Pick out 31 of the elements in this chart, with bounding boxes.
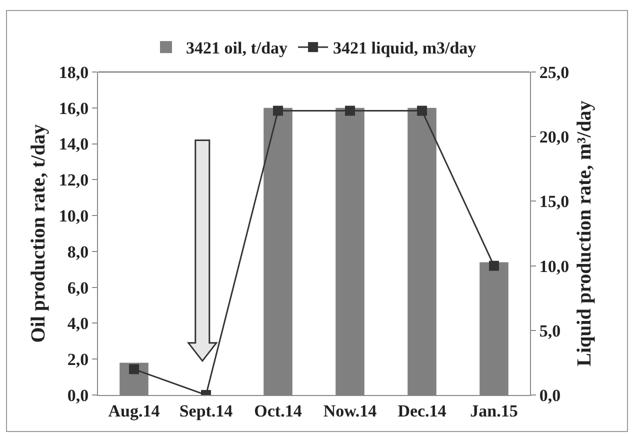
y-tick-label: 14,0 bbox=[58, 134, 89, 154]
point bbox=[345, 106, 355, 116]
y2-tick-label: 0,0 bbox=[539, 386, 561, 405]
point bbox=[417, 106, 427, 116]
y2-tick-label: 5,0 bbox=[539, 321, 561, 340]
y-tick-label: 0,0 bbox=[67, 386, 89, 405]
y-tick-label: 18,0 bbox=[58, 62, 89, 82]
legend-label: 3421 liquid, m3/day bbox=[333, 38, 477, 58]
y2-tick-label: 25,0 bbox=[539, 62, 570, 82]
y-tick-label: 6,0 bbox=[67, 278, 89, 298]
x-tick-label: Aug.14 bbox=[108, 401, 160, 420]
x-tick-label: Sept.14 bbox=[179, 401, 234, 420]
y-tick-label: 10,0 bbox=[58, 206, 89, 226]
point bbox=[489, 260, 499, 271]
y-axis-title: Oil production rate, t/day bbox=[27, 124, 50, 343]
y-tick-label: 12,0 bbox=[58, 170, 89, 190]
legend-label: 3421 oil, t/day bbox=[186, 38, 288, 58]
point bbox=[273, 106, 283, 116]
x-tick-label: Now.14 bbox=[323, 401, 378, 420]
y-tick-label: 4,0 bbox=[67, 314, 89, 334]
y-tick-label: 16,0 bbox=[58, 98, 89, 118]
y-tick-label: 2,0 bbox=[67, 350, 89, 370]
x-tick-label: Oct.14 bbox=[254, 401, 302, 420]
point bbox=[129, 364, 139, 374]
x-tick-label: Dec.14 bbox=[398, 401, 447, 420]
x-tick-label: Jan.15 bbox=[470, 401, 518, 420]
y-tick-label: 8,0 bbox=[67, 242, 89, 262]
y2-axis-title: Liquid production rate, m³/day bbox=[574, 100, 596, 366]
y2-tick-label: 15,0 bbox=[539, 192, 570, 212]
y2-tick-label: 10,0 bbox=[539, 256, 570, 276]
y2-tick-label: 20,0 bbox=[539, 128, 570, 147]
